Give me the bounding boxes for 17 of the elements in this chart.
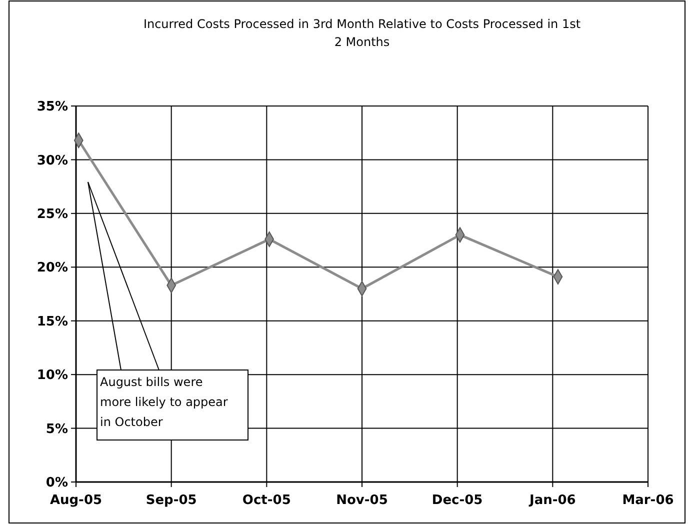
annotation: August bills were more likely to appear in October (100, 375, 228, 429)
y-tick-label: 15% (36, 314, 68, 330)
x-tick-label: Dec-05 (432, 493, 483, 508)
chart-title: Incurred Costs Processed in 3rd Month Relative to Costs Processed in 1st 2 Months (143, 17, 581, 49)
x-tick-label: Mar-06 (622, 493, 674, 508)
y-tick-label: 30% (36, 153, 68, 168)
x-tick-label: Nov-05 (336, 493, 388, 508)
x-tick-label: Sep-05 (146, 493, 197, 508)
y-tick-label: 35% (36, 100, 68, 115)
y-tick-label: 25% (36, 206, 68, 222)
x-tick-label: Oct-05 (242, 493, 291, 508)
y-tick-label: 20% (36, 260, 68, 276)
y-tick-label: 5% (46, 422, 68, 437)
y-tick-label: 10% (36, 368, 68, 384)
x-tick-label: Jan-06 (528, 493, 576, 508)
x-tick-label: Aug-05 (50, 493, 102, 508)
y-tick-label: 0% (46, 476, 68, 491)
